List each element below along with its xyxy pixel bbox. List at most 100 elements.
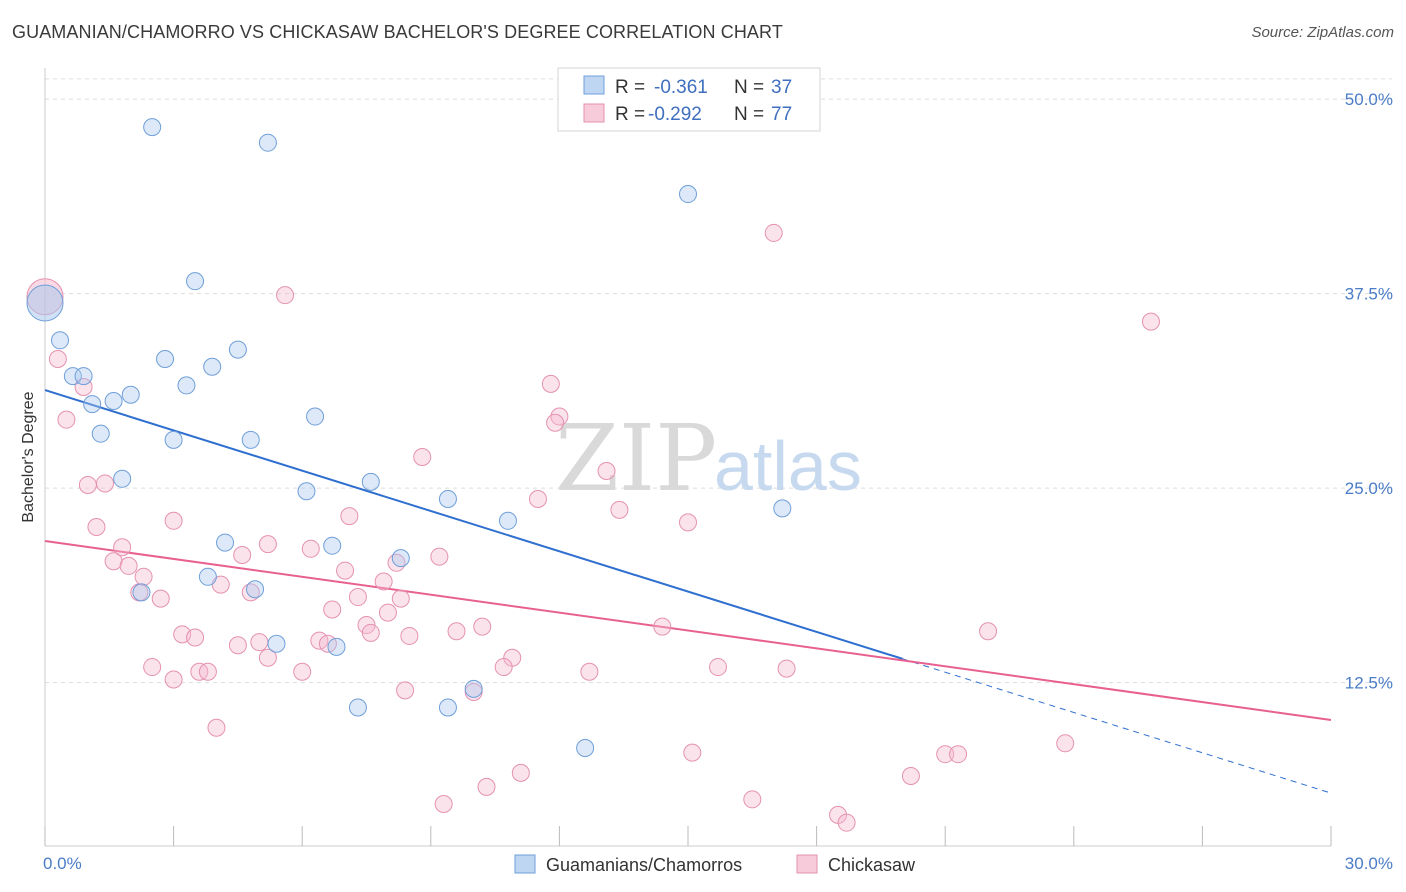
point-chickasaw[interactable] — [348, 588, 367, 607]
point-chickasaw[interactable] — [301, 539, 320, 558]
point-chickasaw[interactable] — [477, 777, 496, 796]
point-guamanians[interactable] — [773, 499, 792, 518]
point-guamanians[interactable] — [327, 637, 346, 656]
point-chickasaw[interactable] — [679, 513, 697, 532]
point-chickasaw[interactable] — [541, 374, 560, 393]
point-chickasaw[interactable] — [340, 507, 359, 526]
point-chickasaw[interactable] — [413, 448, 432, 466]
point-guamanians[interactable] — [348, 698, 367, 717]
point-chickasaw[interactable] — [494, 658, 513, 677]
point-chickasaw[interactable] — [258, 535, 277, 554]
point-chickasaw[interactable] — [473, 617, 492, 636]
point-chickasaw[interactable] — [143, 658, 162, 677]
point-chickasaw[interactable] — [87, 518, 106, 537]
point-chickasaw[interactable] — [113, 538, 132, 557]
point-chickasaw[interactable] — [336, 561, 355, 580]
point-chickasaw[interactable] — [1141, 312, 1160, 331]
point-guamanians[interactable] — [438, 490, 457, 509]
point-chickasaw[interactable] — [979, 622, 998, 641]
point-guamanians[interactable] — [113, 469, 132, 488]
point-guamanians[interactable] — [323, 536, 342, 555]
point-chickasaw[interactable] — [164, 670, 183, 689]
point-guamanians[interactable] — [241, 430, 260, 449]
point-chickasaw[interactable] — [293, 662, 312, 681]
point-chickasaw[interactable] — [580, 662, 599, 681]
point-chickasaw[interactable] — [683, 743, 702, 762]
point-guamanians[interactable] — [51, 331, 70, 350]
point-chickasaw[interactable] — [96, 474, 115, 493]
point-guamanians[interactable] — [306, 407, 325, 426]
point-guamanians[interactable] — [186, 272, 205, 291]
point-chickasaw[interactable] — [378, 603, 397, 622]
point-guamanians[interactable] — [177, 376, 196, 395]
point-chickasaw[interactable] — [764, 223, 783, 242]
point-chickasaw[interactable] — [228, 636, 247, 655]
point-chickasaw[interactable] — [186, 628, 205, 647]
point-guamanians[interactable] — [391, 549, 410, 568]
point-chickasaw[interactable] — [276, 286, 295, 305]
point-chickasaw[interactable] — [511, 763, 530, 782]
point-chickasaw[interactable] — [74, 377, 93, 396]
point-chickasaw[interactable] — [901, 766, 920, 785]
point-chickasaw[interactable] — [151, 589, 170, 608]
point-guamanians[interactable] — [26, 284, 64, 322]
point-chickasaw[interactable] — [258, 648, 277, 667]
point-guamanians[interactable] — [104, 391, 123, 410]
point-chickasaw[interactable] — [323, 600, 342, 619]
point-chickasaw[interactable] — [434, 794, 453, 813]
point-chickasaw[interactable] — [777, 659, 796, 678]
point-guamanians[interactable] — [203, 357, 222, 376]
point-guamanians[interactable] — [121, 385, 140, 404]
point-guamanians[interactable] — [83, 395, 102, 414]
point-chickasaw[interactable] — [134, 567, 153, 586]
point-chickasaw[interactable] — [233, 546, 252, 565]
point-guamanians[interactable] — [258, 133, 277, 152]
point-guamanians[interactable] — [361, 472, 380, 491]
point-guamanians[interactable] — [438, 698, 457, 717]
point-guamanians[interactable] — [246, 580, 265, 599]
point-chickasaw[interactable] — [250, 633, 269, 652]
point-chickasaw[interactable] — [400, 626, 419, 645]
point-guamanians[interactable] — [164, 430, 183, 449]
point-guamanians[interactable] — [228, 340, 247, 359]
point-chickasaw[interactable] — [709, 658, 728, 677]
point-chickasaw[interactable] — [198, 662, 217, 681]
point-guamanians[interactable] — [498, 511, 517, 530]
point-chickasaw[interactable] — [374, 572, 393, 591]
point-chickasaw[interactable] — [78, 476, 97, 495]
point-chickasaw[interactable] — [48, 349, 67, 368]
point-guamanians[interactable] — [576, 738, 595, 757]
point-chickasaw[interactable] — [949, 745, 968, 764]
point-chickasaw[interactable] — [597, 462, 616, 481]
point-chickasaw[interactable] — [57, 410, 76, 429]
point-guamanians[interactable] — [464, 679, 483, 698]
point-guamanians[interactable] — [198, 567, 217, 586]
point-chickasaw[interactable] — [207, 718, 226, 737]
point-chickasaw[interactable] — [430, 547, 449, 566]
point-chickasaw[interactable] — [396, 681, 415, 700]
point-guamanians[interactable] — [74, 367, 93, 386]
point-chickasaw[interactable] — [528, 490, 547, 509]
point-guamanians[interactable] — [216, 533, 235, 552]
point-chickasaw[interactable] — [653, 617, 672, 636]
point-chickasaw[interactable] — [610, 500, 629, 519]
point-chickasaw[interactable] — [361, 623, 380, 642]
point-guamanians[interactable] — [267, 634, 286, 653]
point-guamanians[interactable] — [143, 118, 162, 137]
point-chickasaw[interactable] — [391, 589, 410, 608]
point-chickasaw[interactable] — [936, 745, 955, 764]
point-guamanians[interactable] — [156, 349, 175, 368]
point-guamanians[interactable] — [132, 583, 151, 602]
point-chickasaw[interactable] — [104, 552, 123, 571]
point-chickasaw[interactable] — [837, 813, 856, 832]
point-chickasaw[interactable] — [119, 556, 138, 575]
point-chickasaw[interactable] — [164, 511, 183, 530]
point-chickasaw[interactable] — [1056, 734, 1075, 753]
point-guamanians[interactable] — [679, 185, 697, 204]
point-chickasaw[interactable] — [743, 790, 762, 809]
point-guamanians[interactable] — [91, 424, 110, 443]
point-chickasaw[interactable] — [447, 622, 466, 641]
point-guamanians[interactable] — [297, 482, 316, 501]
point-guamanians[interactable] — [63, 367, 82, 386]
point-chickasaw[interactable] — [546, 413, 565, 432]
